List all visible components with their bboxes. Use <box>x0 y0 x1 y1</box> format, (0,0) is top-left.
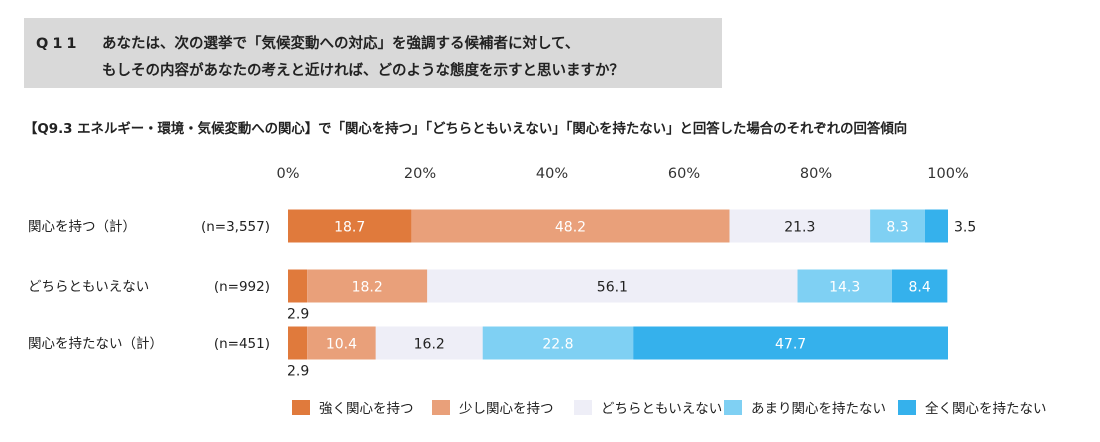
chart-subtitle: 【Q9.3 エネルギー・環境・気候変動への関心】で「関心を持つ」「どちらともいえ… <box>24 122 908 137</box>
legend-swatch <box>574 400 592 415</box>
bar-segment <box>633 326 948 360</box>
question-line-2: もしその内容があなたの考えと近ければ、どのような態度を示すと思いますか？ <box>36 58 722 85</box>
data-label: 8.3 <box>886 220 908 236</box>
data-label: 2.9 <box>287 364 309 380</box>
x-tick-label: 40% <box>536 166 568 182</box>
data-label: 48.2 <box>555 220 586 236</box>
bar-segment <box>288 209 412 243</box>
bar-segment <box>375 326 483 360</box>
bar-segment <box>288 269 308 303</box>
question-line-1: Q11 あなたは、次の選挙で「気候変動への対応」を強調する候補者に対して、 <box>36 31 722 58</box>
data-label: 14.3 <box>829 280 860 296</box>
data-label: 2.9 <box>287 307 309 323</box>
question-number: Q11 <box>36 36 81 52</box>
bar-segment <box>891 269 948 303</box>
legend-label: あまり関心を持たない <box>751 401 886 417</box>
sample-size-label: (n=451) <box>214 336 270 352</box>
x-tick-label: 80% <box>800 166 832 182</box>
bar-segment <box>729 209 871 243</box>
bar-segment <box>411 209 730 243</box>
legend-label: 少し関心を持つ <box>459 401 554 417</box>
legend-label: 全く関心を持たない <box>925 400 1047 417</box>
data-label: 10.4 <box>326 337 357 353</box>
bar-segment <box>288 326 308 360</box>
category-label: 関心を持たない（計） <box>28 336 163 352</box>
bar-segment <box>924 209 948 243</box>
x-tick-label: 20% <box>404 166 436 182</box>
question-text-1: あなたは、次の選挙で「気候変動への対応」を強調する候補者に対して、 <box>102 36 580 52</box>
legend-swatch <box>292 400 310 415</box>
category-label: どちらともいえない <box>28 279 149 295</box>
question-box: Q11 あなたは、次の選挙で「気候変動への対応」を強調する候補者に対して、 もしそ… <box>24 18 722 88</box>
legend-label: どちらともいえない <box>601 401 722 417</box>
data-label: 18.7 <box>334 220 365 236</box>
x-tick-label: 100% <box>927 166 968 182</box>
sample-size-label: (n=3,557) <box>201 219 270 235</box>
x-tick-label: 60% <box>668 166 700 182</box>
data-label: 22.8 <box>542 337 573 353</box>
sample-size-label: (n=992) <box>214 279 270 295</box>
legend-swatch <box>898 400 916 415</box>
data-label: 16.2 <box>414 337 445 353</box>
data-label: 18.2 <box>352 280 383 296</box>
category-label: 関心を持つ（計） <box>28 219 136 235</box>
x-tick-label: 0% <box>276 166 299 182</box>
bar-segment <box>870 209 925 243</box>
data-label: 21.3 <box>784 220 815 236</box>
legend-swatch <box>724 400 742 415</box>
question-text-2: もしその内容があなたの考えと近ければ、どのような態度を示すと思いますか？ <box>102 63 624 79</box>
legend-swatch <box>432 400 450 415</box>
bar-segment <box>307 269 428 303</box>
bar-segment <box>482 326 634 360</box>
data-label: 47.7 <box>775 337 806 353</box>
bar-segment <box>427 269 798 303</box>
data-label: 56.1 <box>597 280 628 296</box>
data-label: 3.5 <box>954 220 976 236</box>
bar-segment <box>307 326 376 360</box>
legend-label: 強く関心を持つ <box>319 401 414 417</box>
data-label: 8.4 <box>908 280 930 296</box>
bar-segment <box>797 269 892 303</box>
